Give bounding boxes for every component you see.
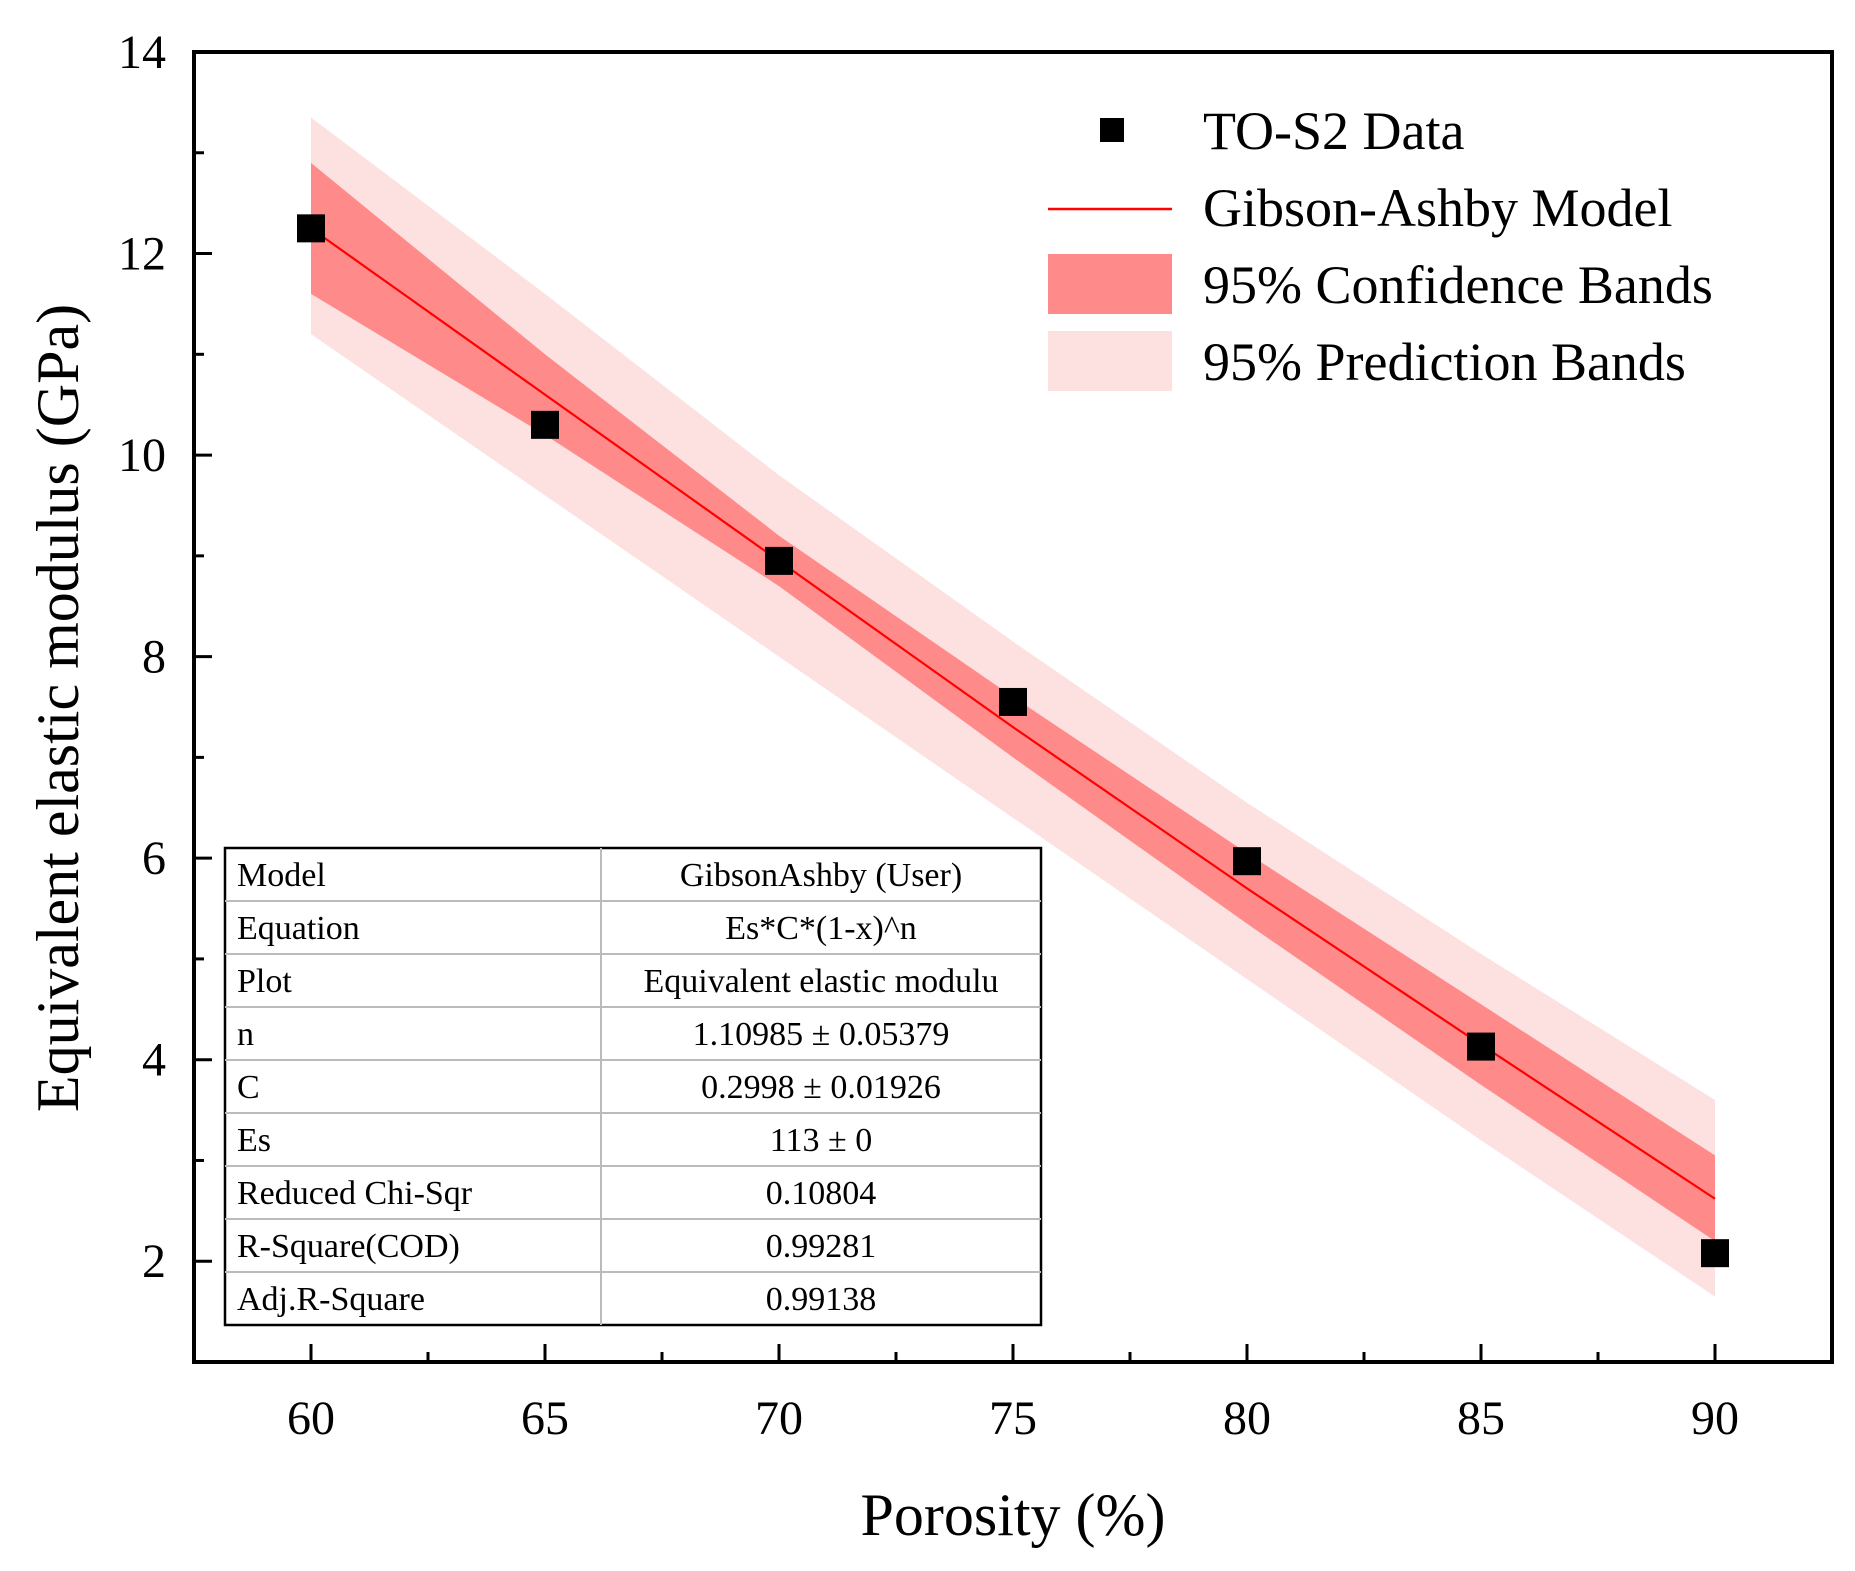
- table-label-cell: Equation: [237, 910, 360, 947]
- data-point: [765, 546, 793, 575]
- legend-label: TO-S2 Data: [1203, 101, 1464, 161]
- data-point: [531, 410, 559, 439]
- table-label-cell: C: [237, 1069, 260, 1106]
- y-axis-title: Equivalent elastic modulus (GPa): [25, 304, 91, 1112]
- x-tick-label: 80: [1223, 1392, 1271, 1445]
- x-tick-label: 65: [521, 1392, 569, 1445]
- y-tick-label: 6: [142, 832, 166, 885]
- legend-label: Gibson-Ashby Model: [1203, 178, 1673, 238]
- table-value-cell: 0.2998 ± 0.01926: [701, 1069, 941, 1106]
- table-value-cell: 113 ± 0: [770, 1122, 872, 1159]
- x-tick-label: 75: [989, 1392, 1037, 1445]
- data-point: [1467, 1032, 1495, 1061]
- table-value-cell: 1.10985 ± 0.05379: [693, 1016, 950, 1053]
- table-label-cell: R-Square(COD): [237, 1228, 460, 1265]
- table-value-cell: Es*C*(1-x)^n: [725, 910, 917, 947]
- fit-parameters-table: Model GibsonAshby (User) Equation Es*C*(1-x…: [223, 846, 1043, 1327]
- table-value-cell: Equivalent elastic modulu: [643, 963, 998, 1000]
- y-tick-label: 2: [142, 1235, 166, 1288]
- table-label-cell: n: [237, 1016, 254, 1053]
- legend-marker-square: [1100, 118, 1124, 142]
- y-tick-label: 12: [118, 228, 166, 281]
- table-value-cell: 0.99281: [766, 1228, 877, 1265]
- data-point: [1233, 847, 1261, 876]
- table-label-cell: Model: [237, 857, 326, 894]
- legend-marker-band: [1048, 254, 1172, 314]
- x-tick-label: 70: [755, 1392, 803, 1445]
- x-axis-title: Porosity (%): [861, 1482, 1166, 1548]
- table-value-cell: GibsonAshby (User): [680, 857, 962, 894]
- table-value-cell: 0.10804: [766, 1175, 877, 1212]
- y-tick-label: 8: [142, 631, 166, 684]
- y-tick-label: 4: [142, 1034, 166, 1087]
- legend: TO-S2 Data Gibson-Ashby Model 95% Confiden…: [1048, 101, 1713, 392]
- table-value-cell: 0.99138: [766, 1281, 877, 1318]
- x-tick-label: 85: [1457, 1392, 1505, 1445]
- data-point: [297, 214, 325, 243]
- y-tick-label: 14: [118, 26, 166, 79]
- legend-marker-band: [1048, 331, 1172, 391]
- legend-label: 95% Prediction Bands: [1203, 332, 1686, 392]
- legend-label: 95% Confidence Bands: [1203, 255, 1713, 315]
- table-label-cell: Es: [237, 1122, 271, 1159]
- table-label-cell: Reduced Chi-Sqr: [237, 1175, 473, 1212]
- x-tick-label: 90: [1691, 1392, 1739, 1445]
- y-tick-label: 10: [118, 429, 166, 482]
- data-point: [1701, 1239, 1729, 1268]
- table-label-cell: Adj.R-Square: [237, 1281, 425, 1318]
- axes-layer: 60 65 70 75 80 85 90 2 4 6 8 10 12 14: [118, 26, 1834, 1445]
- table-frame: [223, 846, 1043, 1327]
- data-points-layer: [297, 214, 1729, 1268]
- data-point: [999, 687, 1027, 716]
- table-label-cell: Plot: [237, 963, 292, 1000]
- x-tick-label: 60: [287, 1392, 335, 1445]
